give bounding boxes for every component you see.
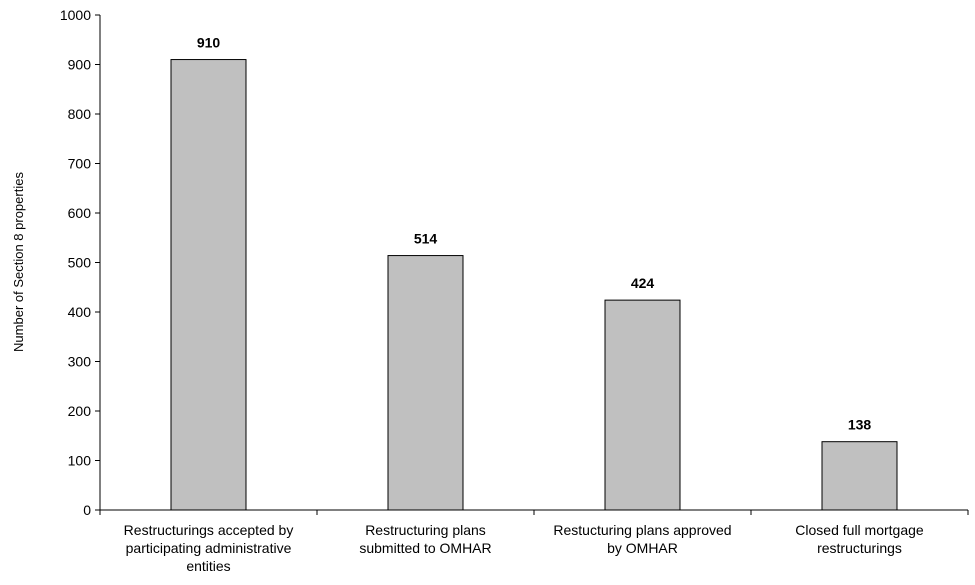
- y-tick-label: 200: [68, 403, 92, 419]
- bar: [170, 59, 247, 511]
- y-tick-label: 1000: [60, 7, 91, 23]
- y-tick-label: 500: [68, 255, 92, 271]
- category-label-line: by OMHAR: [607, 540, 678, 556]
- category-label: Closed full mortgage restructurings: [795, 522, 924, 556]
- bar-value-label: 424: [631, 275, 655, 291]
- category-label: Restructuring plans submitted to OMHAR: [359, 522, 491, 556]
- category-label-line: submitted to OMHAR: [359, 540, 491, 556]
- bar: [604, 299, 681, 511]
- y-axis-title: Number of Section 8 properties: [11, 172, 26, 352]
- category-label-line: Closed full mortgage: [795, 522, 924, 538]
- data-labels: 910 514 424 138: [197, 35, 872, 433]
- category-label-line: participating administrative: [126, 540, 292, 556]
- x-axis-ticks: [99, 510, 969, 515]
- category-label-line: restructurings: [817, 540, 902, 556]
- bar-value-label: 910: [197, 35, 221, 51]
- category-label: Restucturing plans approved by OMHAR: [553, 522, 731, 556]
- y-tick-label: 700: [68, 156, 92, 172]
- bars: [170, 59, 898, 511]
- category-label: Restructurings accepted by participating …: [124, 522, 294, 574]
- category-labels: Restructurings accepted by participating …: [124, 522, 924, 574]
- y-tick-label: 100: [68, 453, 92, 469]
- y-tick-label: 400: [68, 304, 92, 320]
- category-label-line: Restucturing plans approved: [553, 522, 731, 538]
- bar: [387, 255, 464, 511]
- y-tick-label: 0: [83, 502, 91, 518]
- bar-value-label: 514: [414, 231, 438, 247]
- y-tick-label: 600: [68, 205, 92, 221]
- bar: [821, 441, 898, 511]
- y-tick-label: 300: [68, 354, 92, 370]
- y-tick-label: 800: [68, 106, 92, 122]
- category-label-line: Restructurings accepted by: [124, 522, 294, 538]
- category-label-line: entities: [186, 558, 230, 574]
- y-axis-ticks: 0 100 200 300 400 500 600 700 800 900 1000: [60, 7, 100, 518]
- category-label-line: Restructuring plans: [365, 522, 486, 538]
- bar-value-label: 138: [848, 417, 872, 433]
- y-tick-label: 900: [68, 57, 92, 73]
